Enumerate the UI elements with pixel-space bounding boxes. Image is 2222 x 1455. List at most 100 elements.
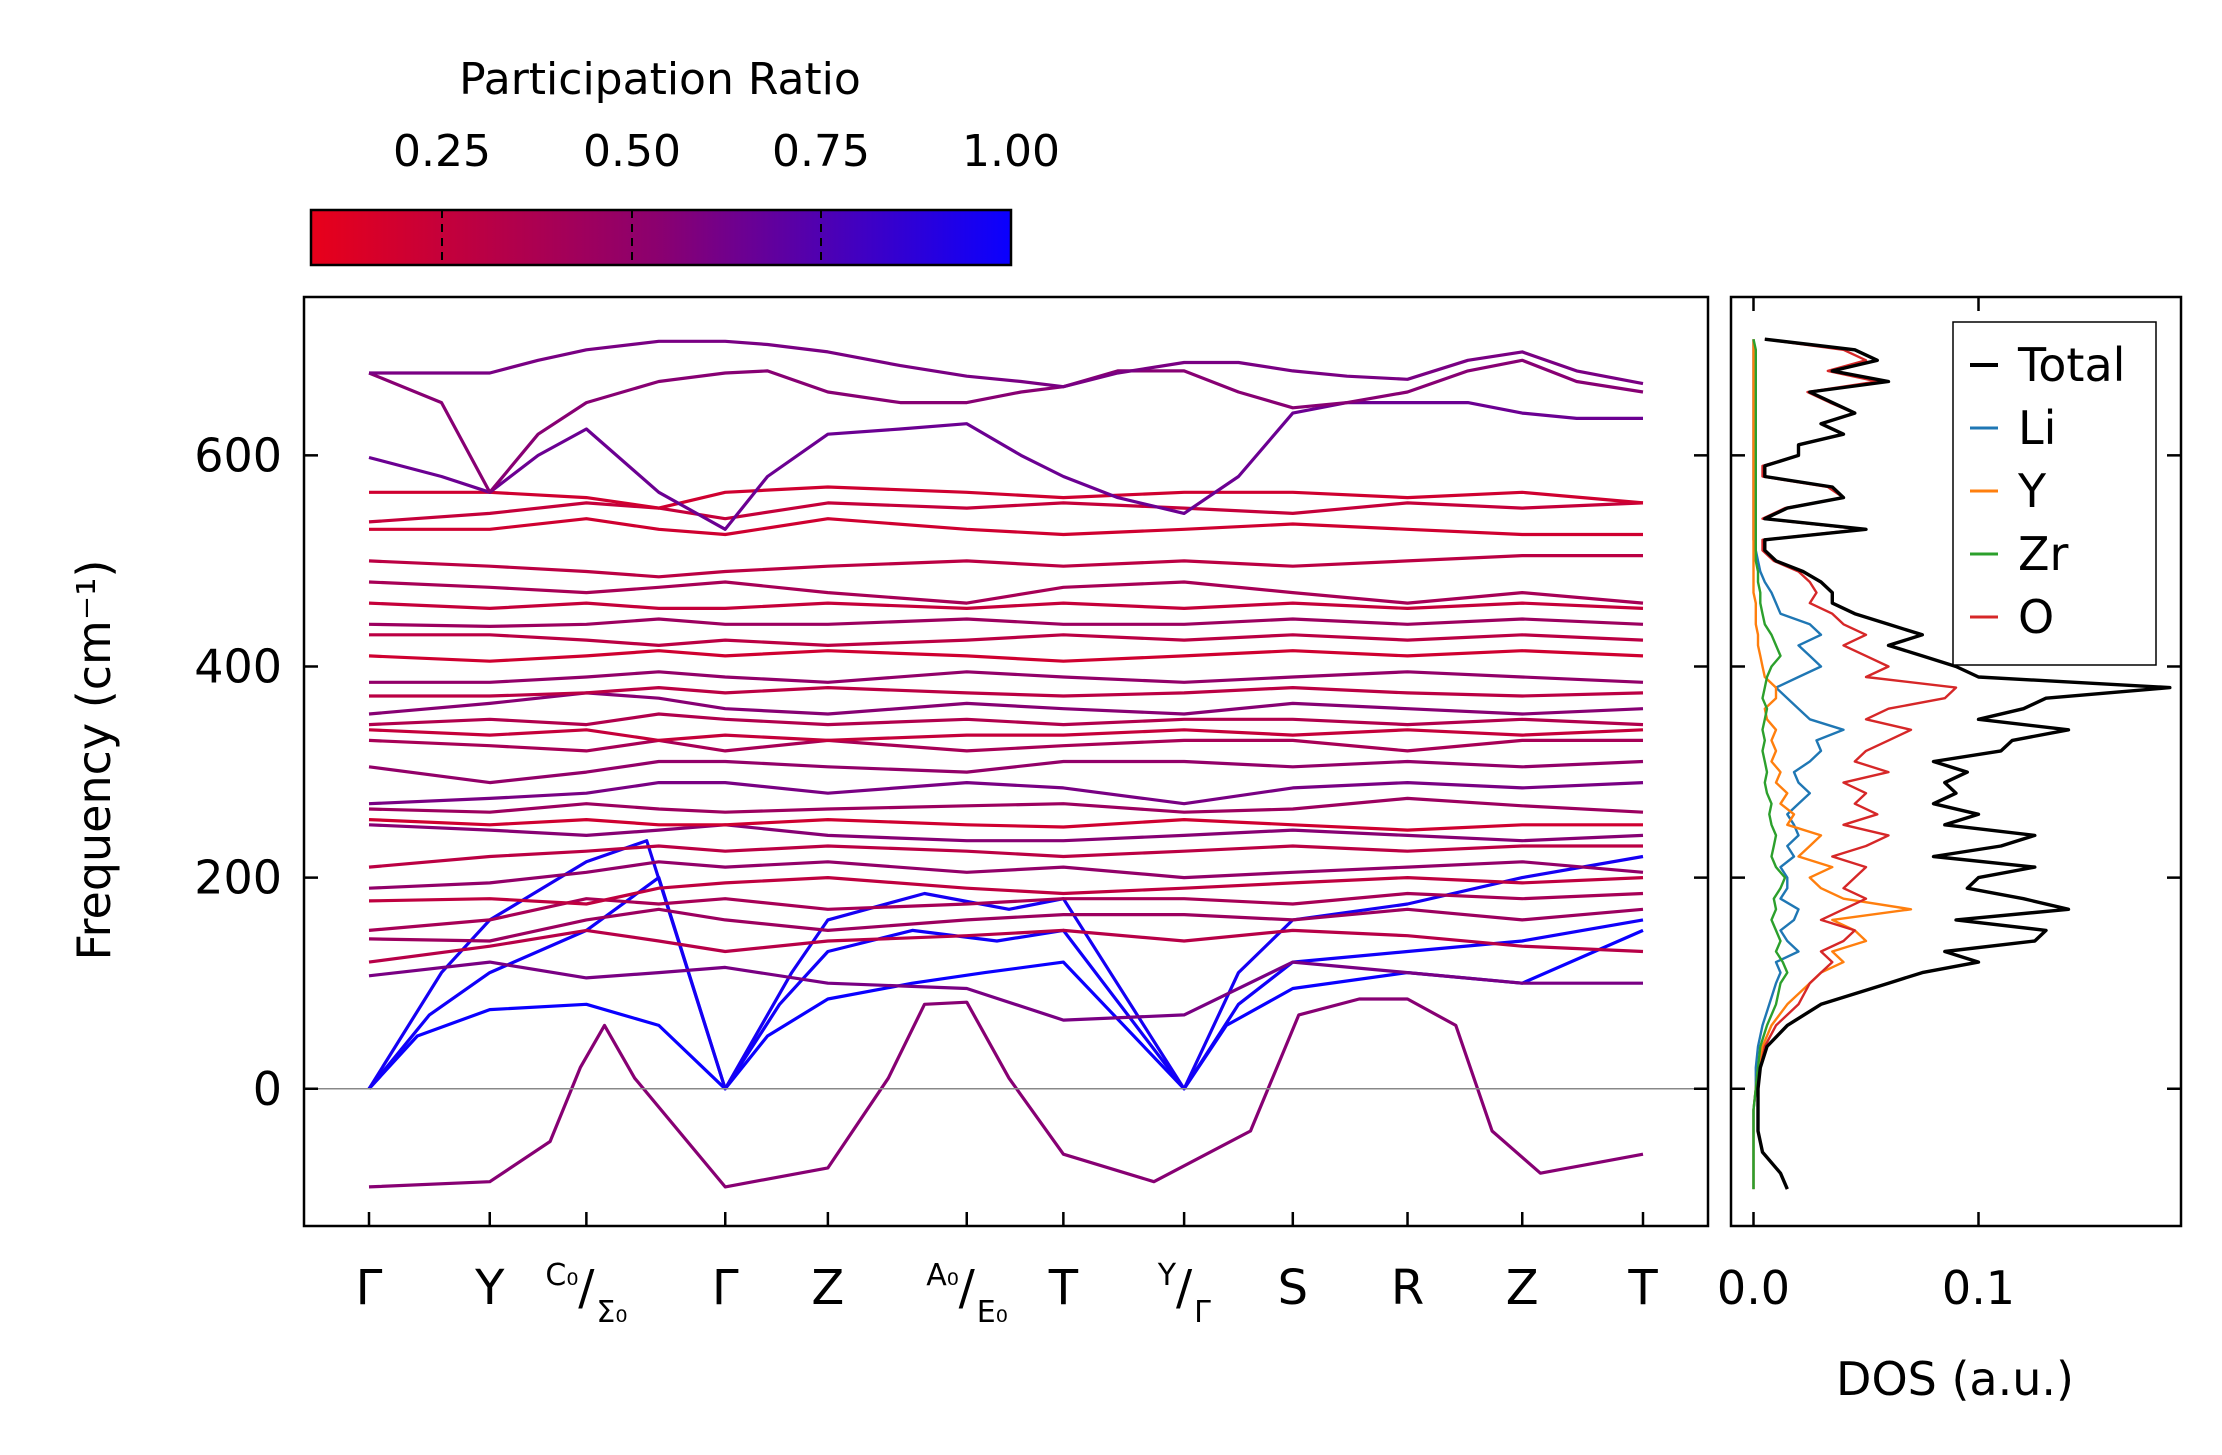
band-opt-26 [368,501,1644,524]
y-tick-label: 600 [194,428,282,482]
band-opt-8 [368,823,1644,843]
colorbar-tick-label: 0.75 [772,126,870,177]
svg-text:C₀: C₀ [545,1258,578,1293]
svg-text:E₀: E₀ [977,1295,1008,1330]
svg-text:Z: Z [1506,1260,1539,1316]
legend-item-y: Y [1970,464,2047,518]
kpoint-label: R [1391,1260,1424,1316]
dos-curves [1752,337,2172,1190]
dos-line-o [1756,338,1958,1190]
y-tick-label: 0 [253,1062,282,1116]
kpoint-label: A₀ / E₀ [926,1258,1008,1330]
colorbar-tick-label: 0.50 [583,126,681,177]
band-opt-1 [368,960,1643,1022]
band-plot-frame [302,295,1710,1228]
band-opt-18 [369,670,1644,684]
kpoint-label: T [1627,1260,1658,1316]
colorbar-title: Participation Ratio [459,54,861,105]
svg-text:Γ: Γ [712,1260,739,1316]
band-opt-20 [369,633,1644,648]
band-opt-28 [368,401,1643,531]
svg-text:/: / [1176,1260,1193,1316]
legend-item-o: O [1970,590,2054,644]
legend-label: Zr [2018,527,2069,581]
kpoint-label: T [1048,1260,1079,1316]
kpoint-label: Y [474,1260,505,1316]
kpoint-label: Γ [712,1260,739,1316]
band-opt-11 [368,780,1644,806]
band-opt-4 [368,891,1644,932]
band-opt-9 [368,817,1643,832]
band-opt-3 [368,907,1644,943]
dos-line-zr [1752,338,1789,1190]
svg-text:A₀: A₀ [926,1258,959,1293]
band-opt-17 [369,685,1644,698]
legend-label: Y [2017,464,2047,518]
band-opt-24 [368,553,1643,579]
band-opt-22 [368,601,1644,611]
band-opt-30 [369,339,1644,389]
colorbar: Participation Ratio 0.25 0.50 0.75 1.00 [309,54,1060,267]
band-opt-16 [368,691,1644,716]
legend-item-li: Li [1970,401,2056,455]
band-opt-27 [369,485,1644,510]
band-acoustic-2 [367,875,1644,1091]
dos-x-tick-label: 0.1 [1942,1261,2015,1315]
legend-frame [1952,321,2157,666]
band-opt-12 [368,759,1644,785]
band-opt-15 [368,712,1644,727]
colorbar-tick-label: 0.25 [393,126,491,177]
legend-item-total: Total [1970,338,2125,392]
kpoint-label: C₀ / Σ₀ [545,1258,627,1330]
dos-panel: 0.0 0.1 DOS (a.u.) Total Li Y Zr O [1717,295,2183,1406]
svg-text:/: / [959,1260,976,1316]
svg-text:Z: Z [811,1260,844,1316]
kpoint-label: Z [811,1260,844,1316]
legend-label: O [2018,590,2054,644]
band-opt-2 [368,928,1644,964]
colorbar-tick-label: 1.00 [962,126,1060,177]
dos-line-total [1756,337,2172,1190]
band-opt-6 [368,860,1644,890]
band-opt-25 [369,517,1643,537]
band-opt-7 [368,844,1643,869]
kpoint-label: Y / Γ [1157,1258,1211,1330]
band-opt-14 [368,728,1644,743]
colorbar-gradient [309,208,1013,267]
dos-plot-frame [1729,295,2183,1228]
phonon-bands [367,339,1644,1189]
kpoint-label: Γ [356,1260,383,1316]
dos-line-y [1752,339,1913,1190]
svg-text:R: R [1391,1260,1424,1316]
band-acoustic-1 [367,928,1644,1091]
dos-axes: 0.0 0.1 [1717,297,2181,1315]
y-axis-label: Frequency (cm⁻¹) [67,560,121,961]
svg-text:T: T [1048,1260,1079,1316]
svg-text:T: T [1627,1260,1658,1316]
band-acoustic-3 [367,839,1644,1091]
kpoint-label: S [1278,1260,1308,1316]
svg-text:Y: Y [1157,1258,1177,1293]
dos-legend: Total Li Y Zr O [1952,321,2157,666]
band-opt-5 [368,875,1644,906]
legend-label: Li [2018,401,2056,455]
band-opt-10 [368,796,1644,814]
dos-x-tick-label: 0.0 [1717,1261,1790,1315]
band-opt-13 [368,738,1643,753]
dos-x-axis-label: DOS (a.u.) [1836,1352,2074,1406]
svg-text:Γ: Γ [356,1260,383,1316]
legend-item-zr: Zr [1970,527,2069,581]
band-opt-21 [368,617,1644,629]
band-opt-29 [368,358,1644,494]
legend-label: Total [2017,338,2125,392]
svg-text:Σ₀: Σ₀ [596,1295,627,1330]
svg-text:Y: Y [474,1260,505,1316]
svg-text:S: S [1278,1260,1308,1316]
y-tick-label: 200 [194,851,282,905]
svg-text:Γ: Γ [1194,1295,1211,1330]
band-soft-mode [368,997,1644,1189]
y-tick-label: 400 [194,639,282,693]
